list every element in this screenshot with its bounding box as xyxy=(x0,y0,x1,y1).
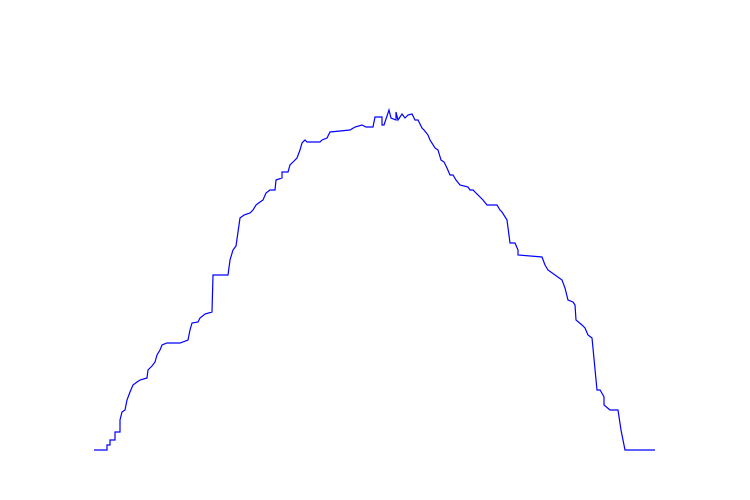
data-line xyxy=(94,107,655,451)
